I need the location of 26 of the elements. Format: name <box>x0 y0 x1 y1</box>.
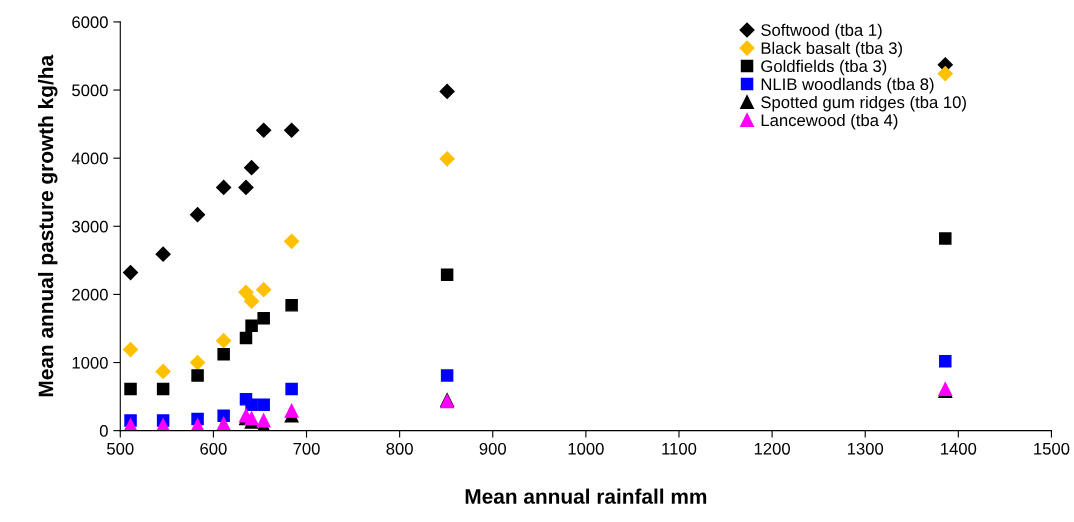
y-axis-title: Mean annual pasture growth kg/ha <box>38 54 58 397</box>
legend-label: Black basalt (tba 3) <box>761 41 902 58</box>
y-tick-label: 2000 <box>72 288 108 301</box>
y-tick-label: 1000 <box>72 356 108 369</box>
y-tick-label: 6000 <box>72 16 108 29</box>
x-tick-label: 500 <box>107 442 134 455</box>
legend-label: Goldfields (tba 3) <box>761 59 887 76</box>
x-axis-title: Mean annual rainfall mm <box>465 488 707 504</box>
x-tick-label: 1000 <box>568 442 604 455</box>
x-tick-label: 1200 <box>754 442 790 455</box>
x-tick-label: 1300 <box>847 442 884 455</box>
x-tick-label: 1400 <box>941 442 977 455</box>
y-tick-label: 4000 <box>71 152 108 165</box>
x-tick-label: 1100 <box>662 442 697 455</box>
x-tick-label: 600 <box>200 442 227 455</box>
y-tick-label: 0 <box>99 425 108 437</box>
x-tick-label: 1500 <box>1034 442 1070 455</box>
y-tick-label: 5000 <box>72 84 108 97</box>
y-tick-label: 3000 <box>72 220 108 233</box>
x-tick-label: 700 <box>293 442 320 455</box>
x-tick-label: 900 <box>479 442 506 455</box>
legend-label: Softwood (tba 1) <box>761 23 882 40</box>
x-tick-label: 800 <box>386 442 413 455</box>
legend-label: Spotted gum ridges (tba 10) <box>761 95 966 112</box>
legend-label: Lancewood (tba 4) <box>761 113 898 130</box>
legend-label: NLIB woodlands (tba 8) <box>761 77 934 94</box>
